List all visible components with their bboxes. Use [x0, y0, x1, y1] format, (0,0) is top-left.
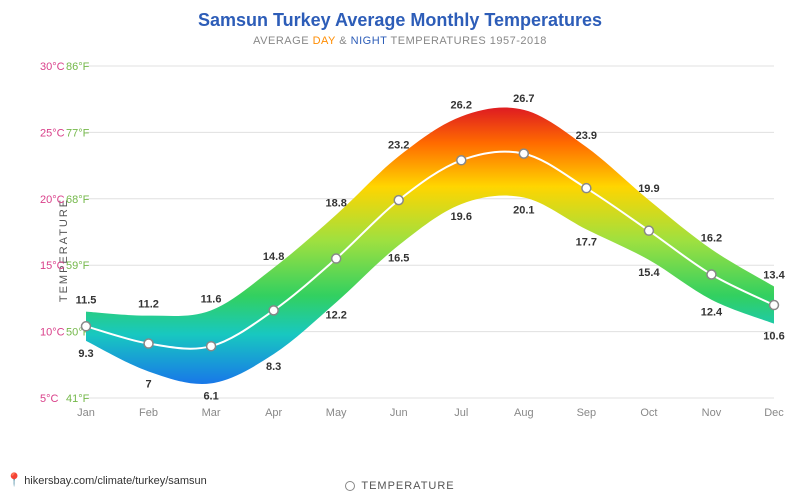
y-tick-f: 86°F — [66, 61, 90, 73]
attribution-text: hikersbay.com/climate/turkey/samsun — [24, 475, 207, 487]
day-value-label: 26.7 — [513, 93, 534, 105]
day-value-label: 11.2 — [138, 299, 159, 311]
temperature-marker — [82, 322, 91, 331]
day-value-label: 23.9 — [576, 130, 597, 142]
x-tick: Apr — [265, 407, 282, 419]
night-value-label: 16.5 — [388, 252, 409, 264]
day-value-label: 11.5 — [76, 295, 97, 307]
x-tick: Dec — [764, 407, 784, 419]
x-tick: Feb — [139, 407, 158, 419]
chart-svg: 5°C41°F10°C50°F15°C59°F20°C68°F25°C77°F3… — [80, 58, 780, 438]
subtitle-suffix: TEMPERATURES 1957-2018 — [387, 35, 547, 47]
y-tick-c: 20°C — [40, 194, 65, 206]
y-tick-f: 77°F — [66, 127, 90, 139]
y-tick-f: 41°F — [66, 393, 90, 405]
chart-area: 5°C41°F10°C50°F15°C59°F20°C68°F25°C77°F3… — [80, 58, 780, 438]
temperature-marker — [269, 306, 278, 315]
x-tick: Jun — [390, 407, 408, 419]
night-value-label: 19.6 — [451, 211, 472, 223]
temperature-marker — [582, 184, 591, 193]
y-tick-c: 30°C — [40, 61, 65, 73]
night-value-label: 15.4 — [638, 267, 660, 279]
temperature-marker — [707, 270, 716, 279]
day-value-label: 11.6 — [201, 293, 222, 305]
temperature-marker — [457, 156, 466, 165]
night-value-label: 8.3 — [266, 361, 281, 373]
y-tick-c: 25°C — [40, 127, 65, 139]
y-tick-f: 68°F — [66, 194, 90, 206]
night-value-label: 17.7 — [576, 236, 597, 248]
y-axis-label: TEMPERATURE — [58, 198, 70, 302]
y-tick-c: 10°C — [40, 327, 65, 339]
night-value-label: 12.4 — [701, 307, 723, 319]
x-tick: Mar — [202, 407, 221, 419]
temperature-marker — [332, 254, 341, 263]
night-value-label: 20.1 — [513, 204, 534, 216]
night-value-label: 7 — [145, 378, 151, 390]
subtitle-prefix: AVERAGE — [253, 35, 312, 47]
legend-label: TEMPERATURE — [361, 480, 454, 492]
night-value-label: 9.3 — [78, 348, 93, 360]
day-value-label: 19.9 — [638, 183, 659, 195]
chart-subtitle: AVERAGE DAY & NIGHT TEMPERATURES 1957-20… — [0, 31, 800, 47]
night-value-label: 6.1 — [203, 390, 218, 402]
subtitle-day: DAY — [313, 35, 336, 47]
temperature-marker — [394, 196, 403, 205]
x-tick: Oct — [640, 407, 657, 419]
night-value-label: 10.6 — [763, 331, 784, 343]
x-tick: May — [326, 407, 347, 419]
temperature-marker — [144, 339, 153, 348]
subtitle-night: NIGHT — [351, 35, 388, 47]
x-tick: Nov — [702, 407, 722, 419]
x-tick: Jan — [77, 407, 95, 419]
temperature-marker — [519, 149, 528, 158]
temperature-marker — [770, 301, 779, 310]
day-value-label: 13.4 — [763, 269, 785, 281]
y-tick-f: 59°F — [66, 260, 90, 272]
night-value-label: 12.2 — [325, 309, 346, 321]
temperature-marker — [207, 342, 216, 351]
day-value-label: 18.8 — [325, 198, 346, 210]
attribution-link[interactable]: 📍hikersbay.com/climate/turkey/samsun — [6, 472, 207, 488]
x-tick: Jul — [454, 407, 468, 419]
legend-marker-icon — [345, 481, 355, 491]
day-value-label: 26.2 — [451, 99, 472, 111]
y-tick-c: 15°C — [40, 260, 65, 272]
x-tick: Aug — [514, 407, 534, 419]
y-tick-c: 5°C — [40, 393, 59, 405]
temperature-marker — [644, 226, 653, 235]
day-value-label: 16.2 — [701, 232, 722, 244]
day-value-label: 14.8 — [263, 251, 284, 263]
subtitle-amp: & — [336, 35, 351, 47]
day-value-label: 23.2 — [388, 139, 409, 151]
x-tick: Sep — [577, 407, 597, 419]
pin-icon: 📍 — [6, 472, 22, 487]
chart-title: Samsun Turkey Average Monthly Temperatur… — [0, 0, 800, 31]
